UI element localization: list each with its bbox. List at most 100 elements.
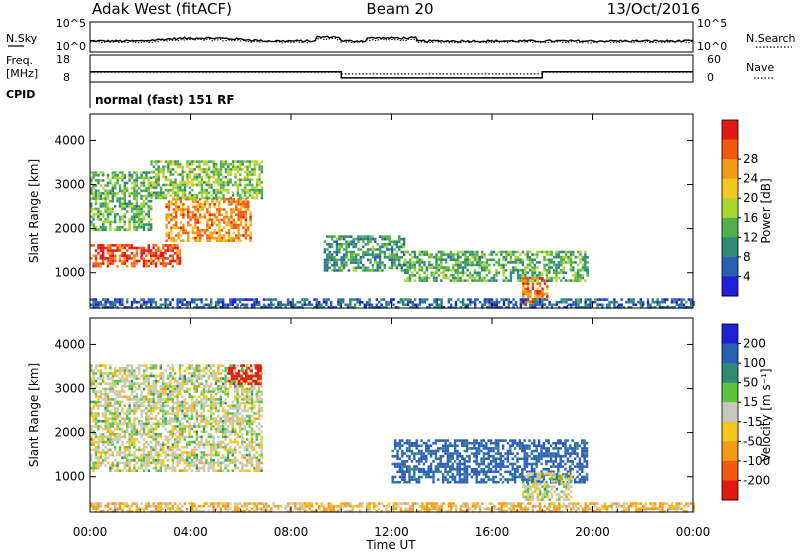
data-cell [102,229,104,232]
data-cell [471,274,473,277]
data-cell [164,467,166,470]
data-cell [119,200,121,203]
data-cell [251,184,253,187]
data-cell [92,433,94,436]
data-cell [555,266,557,269]
data-cell [220,428,222,431]
data-cell [167,449,169,452]
data-cell [217,423,219,426]
data-cell [419,279,421,282]
data-cell [241,438,243,441]
data-cell [579,259,581,262]
data-cell [119,433,121,436]
data-cell [234,181,236,184]
data-cell [210,393,212,396]
data-cell [483,269,485,272]
data-cell [200,430,202,433]
data-cell [192,216,194,219]
data-cell [244,420,246,423]
data-cell [229,420,231,423]
data-cell [203,402,205,405]
data-cell [210,186,212,189]
data-cell [174,407,176,410]
data-cell [671,301,673,304]
data-cell [407,261,409,264]
data-cell [145,197,147,200]
data-cell [196,410,198,413]
data-cell [124,462,126,465]
data-cell [121,208,123,211]
data-cell [474,301,476,304]
data-cell [126,410,128,413]
data-cell [336,240,338,243]
data-cell [104,407,106,410]
data-cell [393,243,395,246]
data-cell [220,160,222,163]
data-cell [498,264,500,267]
data-cell [237,194,239,197]
data-cell [560,269,562,272]
data-cell [191,396,193,399]
data-cell [222,186,224,189]
data-cell [362,240,364,243]
data-cell [246,415,248,418]
data-cell [212,462,214,465]
data-cell [176,412,178,415]
data-cell [493,264,495,267]
data-cell [181,451,183,454]
data-cell [531,261,533,264]
data-cell [97,441,99,444]
data-cell [189,181,191,184]
data-cell [419,251,421,254]
data-cell [232,430,234,433]
data-cell [258,464,260,467]
data-cell [179,449,181,452]
data-cell [104,190,106,193]
data-cell [196,160,198,163]
data-cell [191,383,193,386]
data-cell [170,163,172,166]
data-cell [345,235,347,238]
data-cell [234,370,236,373]
data-cell [102,247,104,250]
data-cell [160,160,162,163]
data-cell [218,192,220,195]
data-cell [160,423,162,426]
data-cell [229,417,231,420]
data-cell [114,177,116,180]
data-cell [560,256,562,259]
data-cell [133,407,135,410]
data-cell [170,216,172,219]
data-cell [157,380,159,383]
data-cell [491,259,493,262]
data-cell [131,252,133,255]
data-cell [211,219,213,222]
data-cell [97,182,99,185]
data-cell [539,301,541,304]
data-cell [143,462,145,465]
data-cell [172,430,174,433]
data-cell [155,364,157,367]
data-cell [220,404,222,407]
data-cell [338,267,340,270]
data-cell [92,304,94,307]
data-cell [95,404,97,407]
data-cell [128,404,130,407]
data-cell [221,239,223,242]
data-cell [121,298,123,301]
data-cell [232,404,234,407]
data-cell [496,298,498,301]
data-cell [100,262,102,265]
data-cell [241,298,243,301]
data-cell [174,192,176,195]
data-cell [114,221,116,224]
data-cell [174,456,176,459]
data-cell [246,396,248,399]
data-cell [249,184,251,187]
data-cell [157,393,159,396]
data-cell [237,192,239,195]
data-cell [164,410,166,413]
data-cell [338,248,340,251]
data-cell [450,304,452,307]
data-cell [462,261,464,264]
